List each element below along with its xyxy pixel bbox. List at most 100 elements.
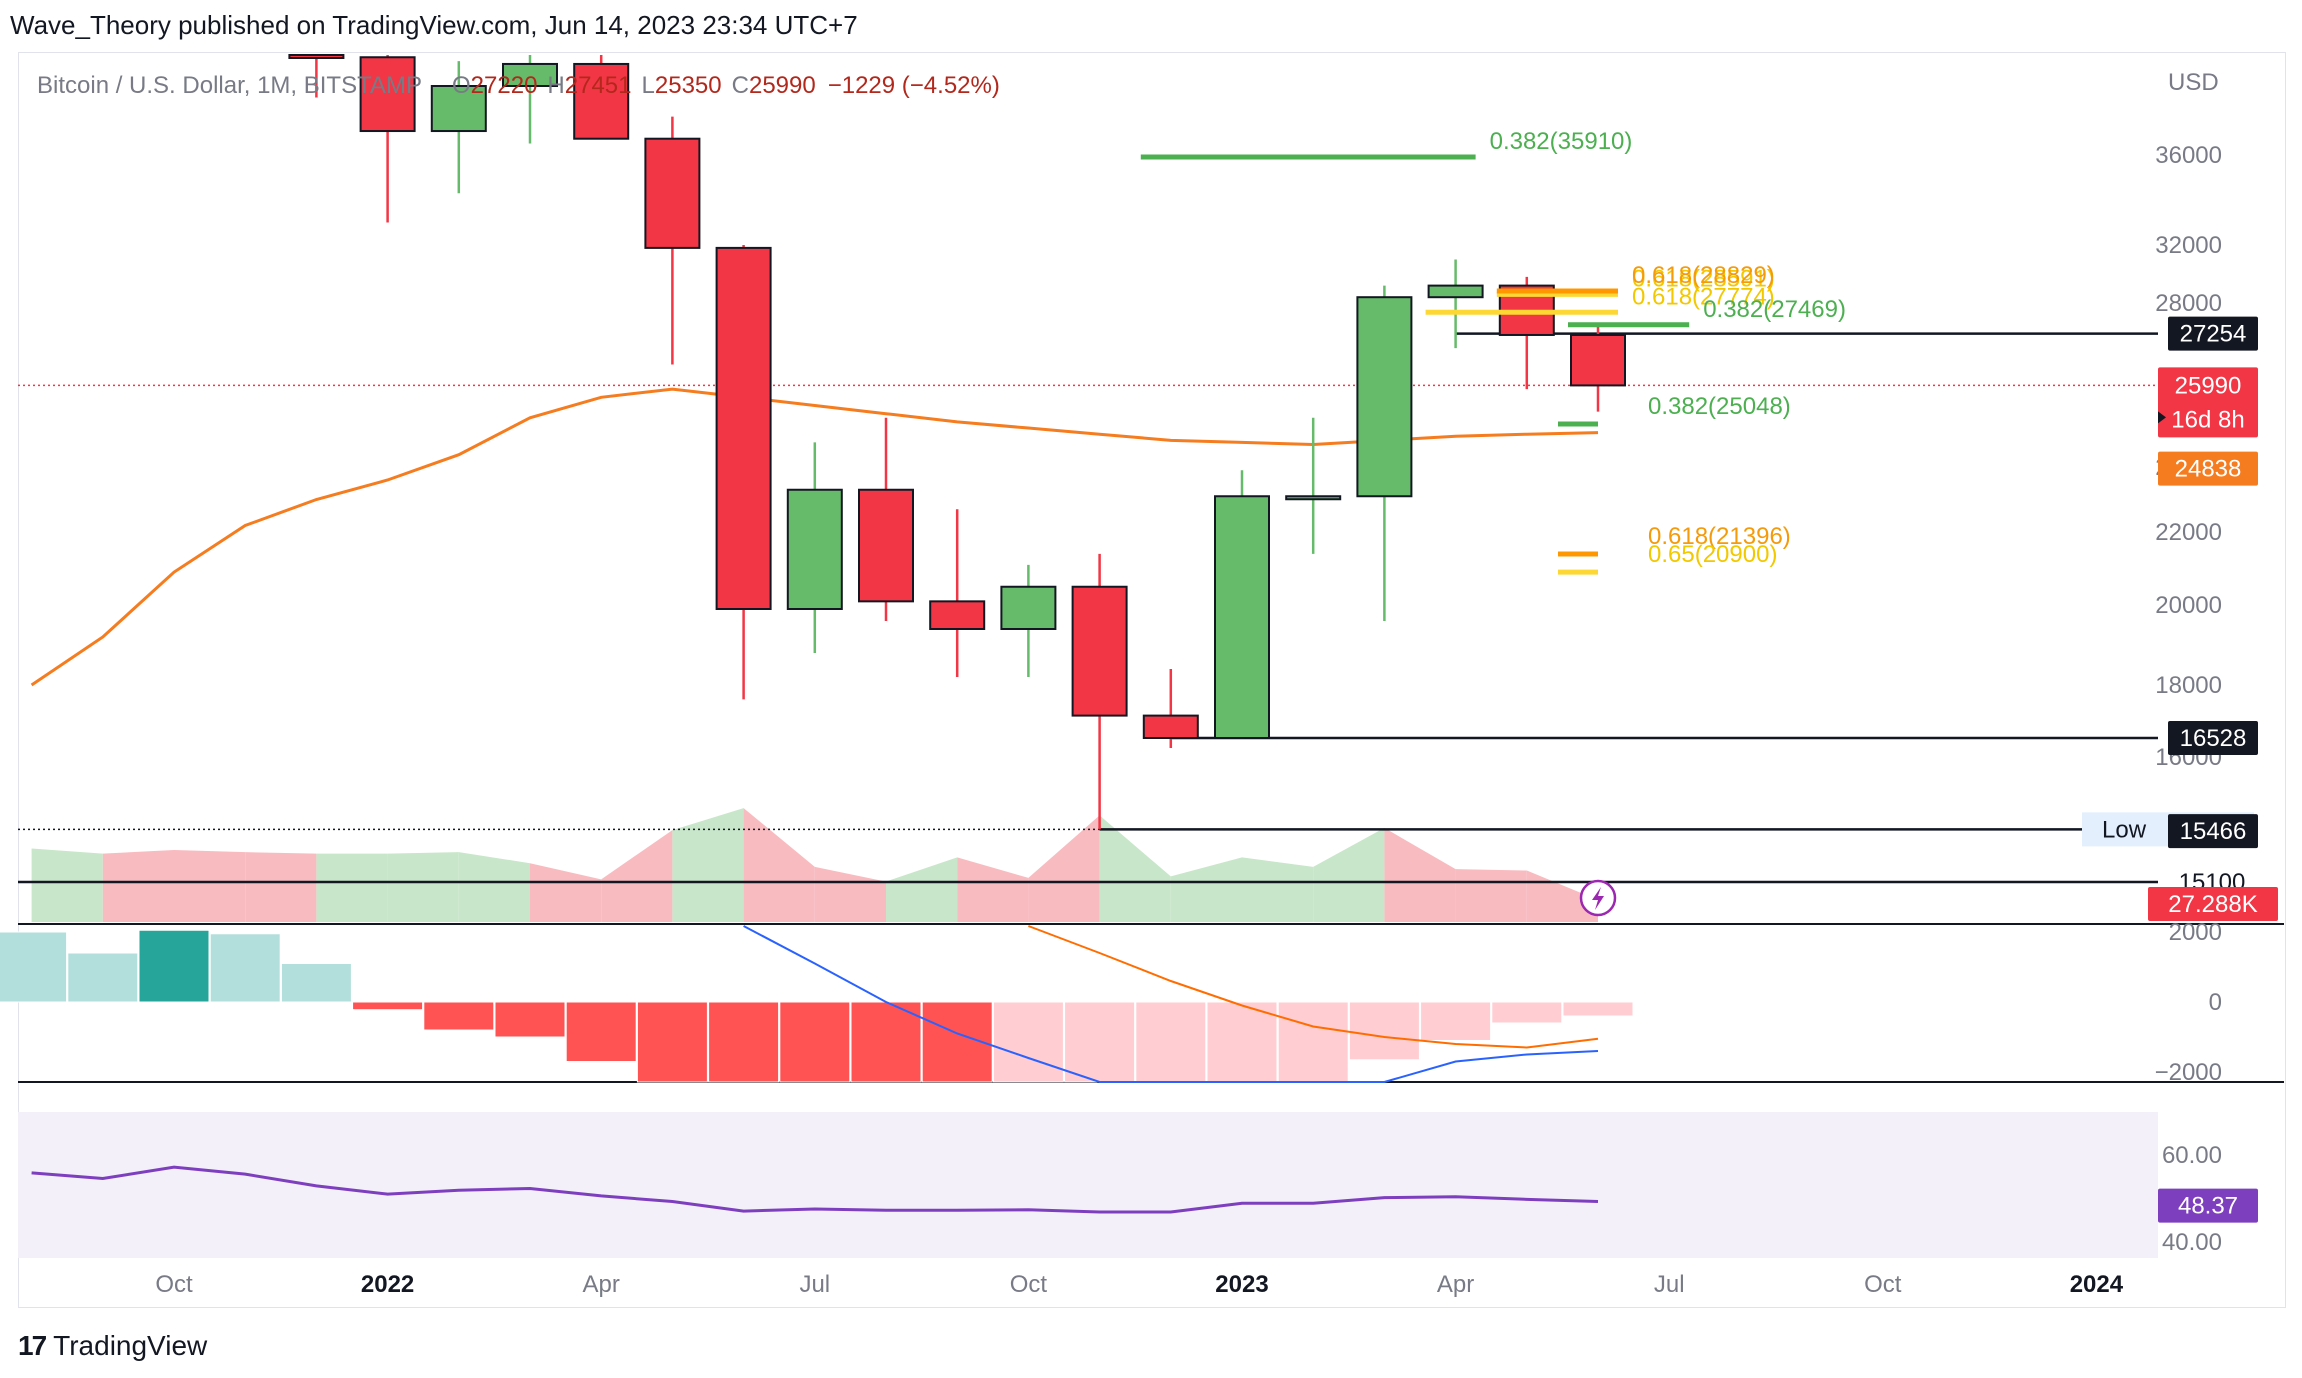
rsi-badge-text: 48.37 [2178, 1193, 2238, 1220]
logo-text: TradingView [53, 1330, 208, 1361]
fib-label: 0.618(27774) [1632, 283, 1775, 310]
candle-body [929, 600, 986, 630]
candle-body [1214, 495, 1270, 739]
candle-body [288, 54, 345, 59]
macd-histogram-bar [280, 963, 352, 1003]
tradingview-logo[interactable]: 17 TradingView [18, 1330, 207, 1362]
legend-ohlc: O27220 H27451 L25350 C25990 −1229 (−4.52%) [452, 72, 1000, 99]
price-tick: 22000 [2155, 519, 2222, 546]
price-tick: 32000 [2155, 232, 2222, 259]
legend-l-value: 25350 [655, 72, 722, 99]
volume-segment [1170, 857, 1242, 922]
time-axis[interactable]: Oct 2022 Apr Jul Oct 2023 Apr Jul Oct 2024 [155, 1271, 2123, 1298]
price-tick: 18000 [2155, 672, 2222, 699]
volume-segment [458, 852, 530, 922]
fib-label: 0.65(20900) [1648, 541, 1777, 568]
time-tick: Apr [1437, 1271, 1474, 1298]
candle-body [1071, 585, 1128, 717]
legend-o-label: O [452, 72, 471, 99]
macd-histogram-bar [1135, 1001, 1207, 1083]
badge-15466-bg [2168, 814, 2258, 849]
volume-segment [1099, 815, 1171, 922]
legend-c-value: 25990 [749, 72, 816, 99]
candle-body [502, 62, 558, 87]
legend-h-value: 27451 [565, 72, 632, 99]
macd-histogram-bar [992, 1001, 1064, 1083]
volume-segment [530, 863, 602, 922]
price-badges: 2725416528Low1547915466151002599016d 8h2… [1579, 316, 2278, 921]
rsi-band [18, 1112, 2158, 1258]
macd-histogram-bar [636, 1001, 708, 1083]
rsi-line [31, 1165, 1599, 1214]
macd-tick: 0 [2209, 989, 2222, 1016]
volume-segment [102, 849, 174, 922]
volume-segment [672, 808, 744, 922]
macd-pane: 2000 0 −2000 [0, 919, 2222, 1086]
fib-label: 0.618(28591) [1632, 265, 1775, 292]
ema-line-path [30, 387, 1599, 687]
badge-16528-bg [2168, 720, 2258, 755]
fib-label: 0.618(28829) [1632, 262, 1775, 289]
candles[interactable] [288, 54, 1626, 830]
rsi-tick: 40.00 [2162, 1229, 2222, 1256]
volume-segment [245, 852, 317, 922]
last-price-badge-text: 25990 [2175, 372, 2242, 399]
candle-body [1570, 333, 1626, 387]
ema-badge-bg [2158, 451, 2258, 486]
currency-label: USD [2168, 69, 2219, 96]
legend-o-value: 27220 [471, 72, 538, 99]
macd-histogram-bar [494, 1001, 566, 1038]
macd-tick: 2000 [2169, 919, 2222, 946]
volume-segment [1313, 827, 1385, 922]
candle-body [644, 137, 701, 249]
time-tick: 2022 [361, 1271, 414, 1298]
macd-histogram-bar [708, 1001, 780, 1083]
volume-segment [957, 857, 1029, 922]
candle-body [359, 56, 416, 133]
macd-histogram-bar [1348, 1001, 1420, 1061]
fib-levels[interactable]: 0.382(35910)0.618(28591)0.618(28829)0.61… [1140, 128, 1846, 575]
chart-frame[interactable] [18, 52, 2286, 1308]
fib-label: 0.382(25048) [1648, 393, 1791, 420]
volume-segment [601, 830, 673, 922]
candle-body [1285, 495, 1342, 501]
time-tick: Oct [155, 1271, 193, 1298]
ema-badge-text: 24838 [2175, 456, 2242, 483]
legend-h-label: H [547, 72, 564, 99]
macd-histogram-bar [1206, 1001, 1278, 1083]
time-tick: Oct [1864, 1271, 1902, 1298]
time-tick: Jul [799, 1271, 830, 1298]
low-badge-prefix: Low [2102, 816, 2147, 843]
rsi-pane: 60.00 40.00 48.37 [18, 1112, 2258, 1258]
candle-body [715, 246, 772, 610]
price-tick: 36000 [2155, 142, 2222, 169]
volume-segment [1455, 869, 1527, 922]
volume-segment [1028, 815, 1100, 922]
macd-histogram-bar [423, 1001, 495, 1031]
candle-body [1427, 284, 1484, 299]
macd-histogram-bar [138, 929, 210, 1003]
time-tick: 2023 [1215, 1271, 1268, 1298]
macd-signal-line [1028, 925, 1599, 1049]
lightning-bolt [1592, 887, 1604, 910]
fib-label: 0.618(21396) [1648, 523, 1791, 550]
badge-16528-text: 16528 [2180, 725, 2247, 752]
candle-body [786, 488, 843, 610]
price-tick: 20000 [2155, 592, 2222, 619]
candle-body [573, 62, 630, 140]
macd-line [743, 925, 1599, 1083]
candle-body [858, 488, 914, 603]
volume-segment [387, 852, 459, 922]
horizontal-levels [18, 332, 2284, 1083]
volume-area [31, 808, 1598, 922]
macd-tick: −2000 [2155, 1059, 2222, 1086]
legend-l-label: L [642, 72, 655, 99]
symbol-legend[interactable]: Bitcoin / U.S. Dollar, 1M, BITSTAMP O272… [37, 72, 1000, 99]
macd-histogram-bar [0, 931, 68, 1003]
candle-body [1142, 714, 1199, 739]
legend-c-label: C [732, 72, 749, 99]
macd-histogram-bar [850, 1001, 922, 1083]
volume-segment [31, 848, 103, 922]
ema-line [30, 387, 1599, 687]
